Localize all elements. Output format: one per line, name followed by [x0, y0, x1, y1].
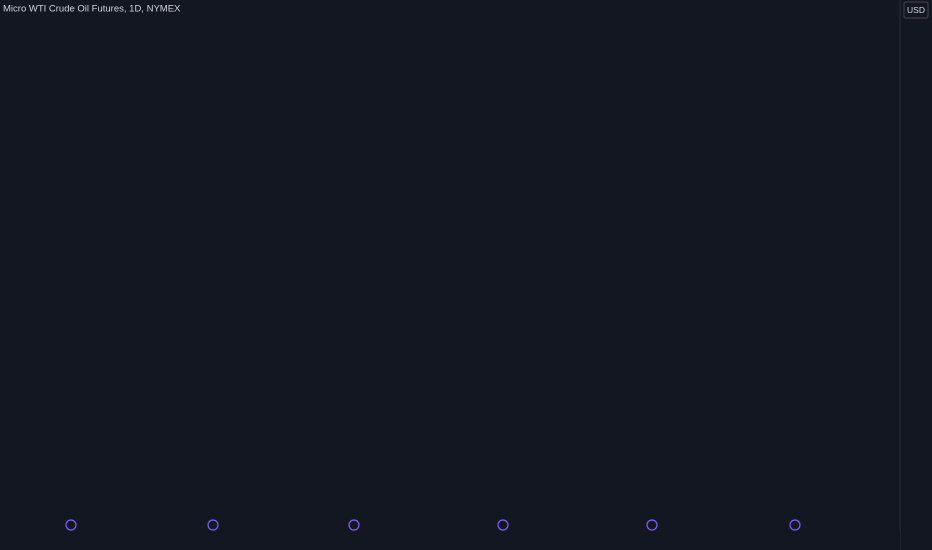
event-icon[interactable] [207, 519, 219, 531]
event-icon[interactable] [646, 519, 658, 531]
currency-button[interactable] [903, 1, 929, 19]
event-icon[interactable] [789, 519, 801, 531]
event-icon[interactable] [497, 519, 509, 531]
event-icon[interactable] [65, 519, 77, 531]
chart-title: Micro WTI Crude Oil Futures, 1D, NYMEX [3, 4, 181, 15]
time-scale [0, 531, 900, 550]
price-scale [900, 0, 932, 550]
event-icon[interactable] [348, 519, 360, 531]
event-icons [65, 519, 801, 531]
currency[interactable]: USD [907, 5, 925, 15]
